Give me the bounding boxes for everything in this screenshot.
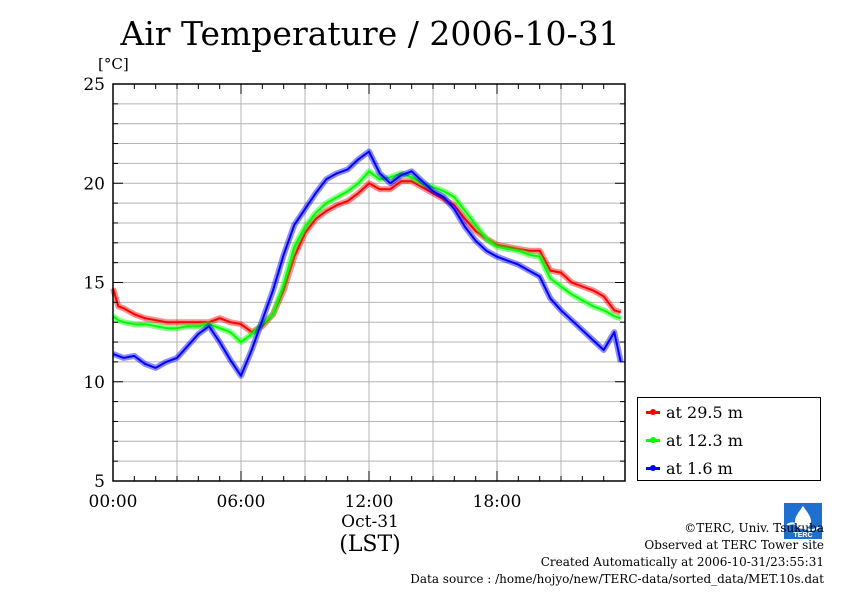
- chart-title: Air Temperature / 2006-10-31: [120, 14, 620, 53]
- y-tick-label: 10: [83, 373, 105, 393]
- y-tick-label: 5: [94, 472, 105, 492]
- legend-label: at 1.6 m: [666, 458, 733, 478]
- legend-item-29-5m: at 29.5 m: [646, 400, 743, 424]
- footer-copyright: ©TERC, Univ. Tsukuba: [684, 521, 824, 535]
- series-halo-0: [110, 178, 622, 336]
- tick-labels: 5 10 15 20 25 00:00 06:00 12:00 18:00: [83, 75, 521, 512]
- x-tick-label: 12:00: [345, 492, 394, 512]
- legend-swatch-blue: [646, 464, 660, 471]
- terc-logo-icon: TERC: [784, 503, 822, 539]
- y-axis-unit: [°C]: [98, 55, 129, 73]
- series-line-0: [112, 180, 621, 334]
- legend-label: at 12.3 m: [666, 430, 743, 450]
- footer-source: Data source : /home/hojyo/new/TERC-data/…: [410, 572, 824, 586]
- x-tick-label: 18:00: [473, 492, 522, 512]
- series-lines: [110, 148, 624, 379]
- y-tick-label: 15: [83, 274, 105, 294]
- legend-item-12-3m: at 12.3 m: [646, 428, 743, 452]
- legend: at 29.5 m at 12.3 m at 1.6 m: [637, 397, 821, 481]
- y-tick-label: 20: [83, 174, 105, 194]
- grid-lines: [113, 83, 625, 482]
- y-tick-label: 25: [83, 75, 105, 95]
- footer-created: Created Automatically at 2006-10-31/23:5…: [540, 555, 824, 569]
- series-line-1: [112, 170, 621, 344]
- legend-swatch-green: [646, 436, 660, 443]
- footer-observed: Observed at TERC Tower site: [644, 538, 824, 552]
- x-axis-label: (LST): [339, 532, 401, 557]
- legend-swatch-red: [646, 408, 660, 415]
- legend-item-1-6m: at 1.6 m: [646, 456, 733, 480]
- x-tick-label: 00:00: [89, 492, 138, 512]
- x-axis-date-label: Oct-31: [341, 512, 399, 532]
- series-line-2: [112, 150, 622, 377]
- legend-label: at 29.5 m: [666, 402, 743, 422]
- logo-lettering: TERC: [793, 532, 812, 539]
- x-tick-label: 06:00: [217, 492, 266, 512]
- plot-frame: [112, 83, 626, 482]
